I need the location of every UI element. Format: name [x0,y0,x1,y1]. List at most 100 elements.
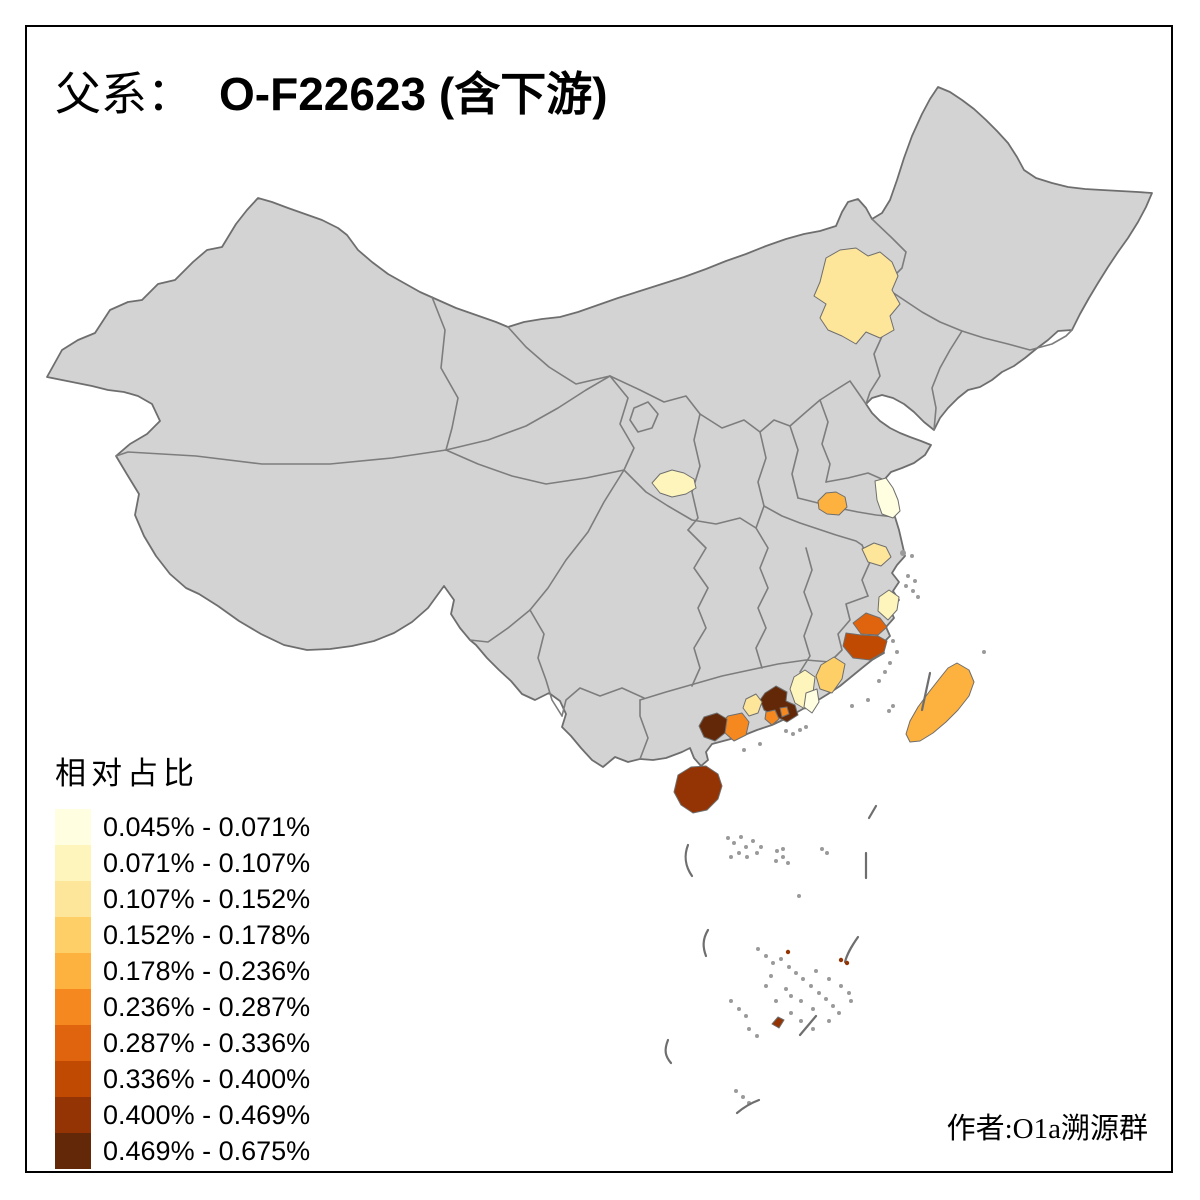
mainland-outline [46,86,1153,768]
sea-boundary-dash [798,1014,818,1037]
island-dot [820,847,824,851]
legend-swatch-bin-2 [55,845,91,881]
region-fujian-fuzhou [877,589,900,621]
province-border-line [885,287,1073,351]
province-border-line [115,449,447,465]
legend-title: 相对占比 [55,756,199,791]
province-border-line [829,595,869,663]
legend-row: 0.071% - 0.107% [55,845,310,881]
region-inner-mongolia-central [813,247,901,345]
island-dot [866,698,870,702]
island-dot [774,859,778,863]
island-dot [837,1011,841,1015]
island-dot [904,584,908,588]
island-dot [849,999,853,1003]
province-border-line [789,425,799,499]
island-dot [906,574,910,578]
island-dot [877,679,881,683]
island-dot [801,977,805,981]
province-border-line [623,469,757,529]
island-dot [739,835,743,839]
legend-label: 0.469% - 0.675% [103,1135,311,1166]
legend-label: 0.071% - 0.107% [103,847,311,878]
island-dot [744,1014,748,1018]
region-shaanxi-central [651,469,697,498]
island-dot [784,987,788,991]
legend-swatch-bin-10 [55,1133,91,1169]
island-dot [726,836,730,840]
province-border-line [561,687,645,717]
credit: 作者:O1a溯源群 [946,1113,1148,1145]
region-south-china-sea-island [771,1016,785,1029]
island-dot [883,670,887,674]
island-dot [764,954,768,958]
legend-label: 0.336% - 0.400% [103,1063,311,1094]
island-dot [764,984,768,988]
legend-swatch-bin-9 [55,1097,91,1133]
island-dot [814,969,818,973]
legend-swatch-bin-3 [55,881,91,917]
island-dot [732,841,736,845]
legend-swatch-bin-8 [55,1061,91,1097]
island-dot [781,847,785,851]
legend-rows: 0.045% - 0.071% 0.071% - 0.107% 0.107% - 0… [55,809,310,1169]
legend-row: 0.152% - 0.178% [55,917,310,953]
island-dot [787,965,791,969]
sea-boundary-dash [735,1098,761,1115]
island-dot [900,550,906,556]
island-dot [888,661,892,665]
region-pearl-delta-a [764,709,780,726]
province-border-line [931,330,963,431]
island-dot [911,589,915,593]
legend: 相对占比 0.045% - 0.071% 0.071% - 0.107% 0.107… [55,748,310,1169]
island-dot [799,1019,803,1023]
island-dot [745,855,749,859]
island-dot [910,554,914,558]
island-dot [798,728,802,732]
island-dot [847,991,851,995]
island-dot [781,855,785,859]
legend-label: 0.045% - 0.071% [103,811,311,842]
province-border-line [687,529,709,687]
island-dot [747,1027,751,1031]
sea-boundary-dash [664,1038,673,1065]
legend-swatch-bin-7 [55,1025,91,1061]
province-border-line [629,401,659,433]
region-guangdong-northeast [815,656,846,694]
legend-swatch-bin-6 [55,989,91,1025]
island-dot [839,984,843,988]
legend-row: 0.400% - 0.469% [55,1097,310,1133]
island-dot [982,650,986,654]
island-dot [789,994,793,998]
province-border-line [819,399,831,483]
island-dot [741,1095,745,1099]
figure-frame [25,25,1173,1173]
island-dot [742,748,746,752]
island-dot [729,855,733,859]
legend-label: 0.107% - 0.152% [103,883,311,914]
legend-row: 0.236% - 0.287% [55,989,310,1025]
region-hainan [673,765,723,814]
region-pearl-delta-b [779,706,790,718]
island-dot [824,997,828,1001]
region-taiwan [905,662,975,743]
island-dot [797,894,801,898]
island-dot [887,709,891,713]
island-dot [827,1019,831,1023]
legend-label: 0.178% - 0.236% [103,955,311,986]
legend-row: 0.107% - 0.152% [55,881,310,917]
island-dot [789,1011,793,1015]
province-border-line [507,326,611,385]
province-border-line [609,375,635,471]
legend-label: 0.236% - 0.287% [103,991,311,1022]
province-border-line [825,472,885,483]
island-dot [794,971,798,975]
island-dot [751,839,755,843]
region-jiangsu-coastal [874,477,901,519]
legend-row: 0.469% - 0.675% [55,1133,310,1169]
island-dot [737,1007,741,1011]
legend-row: 0.336% - 0.400% [55,1061,310,1097]
island-dot [811,1027,815,1031]
